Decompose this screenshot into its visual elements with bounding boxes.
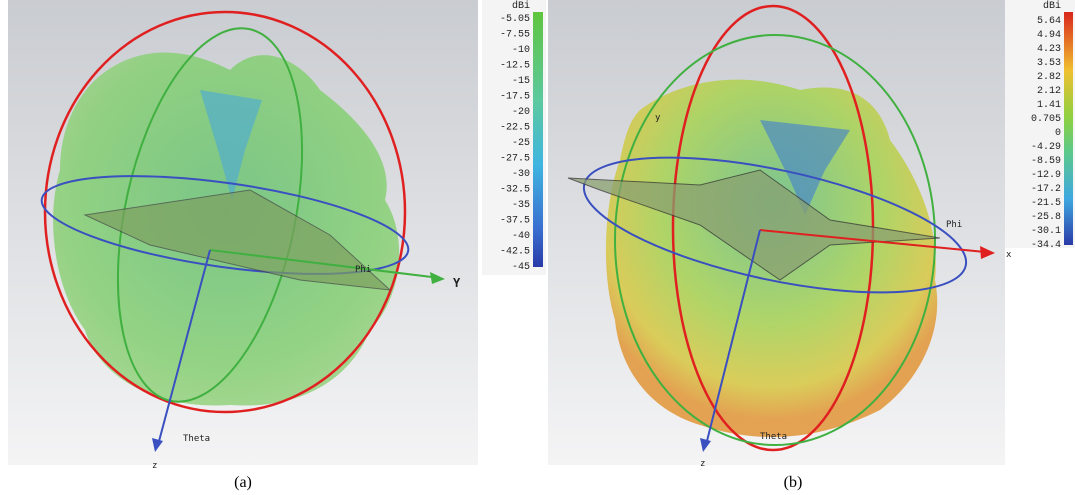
colorbar-label: -45 [512,262,530,273]
colorbar-label: -21.5 [1031,198,1061,209]
axis-label: Phi [355,265,371,275]
colorbar-label: -30 [512,169,530,180]
colorbar-label: -12.9 [1031,170,1061,181]
axis-label: Theta [183,434,210,444]
colorbar-label: -8.59 [1031,156,1061,167]
colorbar-label: -12.5 [500,61,530,72]
axis-label: z [152,461,157,471]
colorbar-label: -32.5 [500,185,530,196]
colorbar-label: -27.5 [500,154,530,165]
colorbar-label: -42.5 [500,247,530,258]
colorbar-label: -17.5 [500,92,530,103]
colorbar [533,12,543,267]
colorbar-label: 2.12 [1037,86,1061,97]
colorbar-label: -30.1 [1031,226,1061,237]
panel-b: y Phi x Theta z (b) [548,0,1075,491]
panel-a: Y Phi Theta z (a) [8,0,546,491]
colorbar [1064,12,1073,245]
colorbar-label: 3.53 [1037,58,1061,69]
colorbar-label: 0 [1055,128,1061,139]
colorbar-label: -34.4 [1031,240,1061,251]
colorbar-label: -25.8 [1031,212,1061,223]
colorbar-label: 2.82 [1037,72,1061,83]
colorbar-label: 1.41 [1037,100,1061,111]
colorbar-label: -5.05 [500,14,530,25]
colorbar-label: 5.64 [1037,16,1061,27]
colorbar-label: -40 [512,231,530,242]
caption: (b) [784,474,803,491]
colorbar-label: 0.705 [1031,114,1061,125]
colorbar-label: -35 [512,200,530,211]
caption: (a) [234,474,252,491]
colorbar-label: 4.23 [1037,44,1061,55]
axis-label: x [1006,250,1012,260]
colorbar-label: -20 [512,107,530,118]
colorbar-unit: dBi [512,0,530,12]
colorbar-label: -4.29 [1031,142,1061,153]
colorbar-label: -7.55 [500,30,530,41]
colorbar-label: -17.2 [1031,184,1061,195]
axis-label: Phi [946,220,962,230]
colorbar-label: -10 [512,45,530,56]
figure: Y Phi Theta z (a) y Phi x Theta z (b) dB… [0,0,1075,495]
colorbar-label: 4.94 [1037,30,1061,41]
colorbar-unit: dBi [1043,0,1061,12]
colorbar-label: -37.5 [500,216,530,227]
axis-label: y [655,113,661,123]
axis-label: Y [453,276,461,290]
colorbar-label: -15 [512,76,530,87]
axis-label: Theta [760,432,787,442]
colorbar-label: -25 [512,138,530,149]
axis-label: z [700,459,705,469]
colorbar-label: -22.5 [500,123,530,134]
